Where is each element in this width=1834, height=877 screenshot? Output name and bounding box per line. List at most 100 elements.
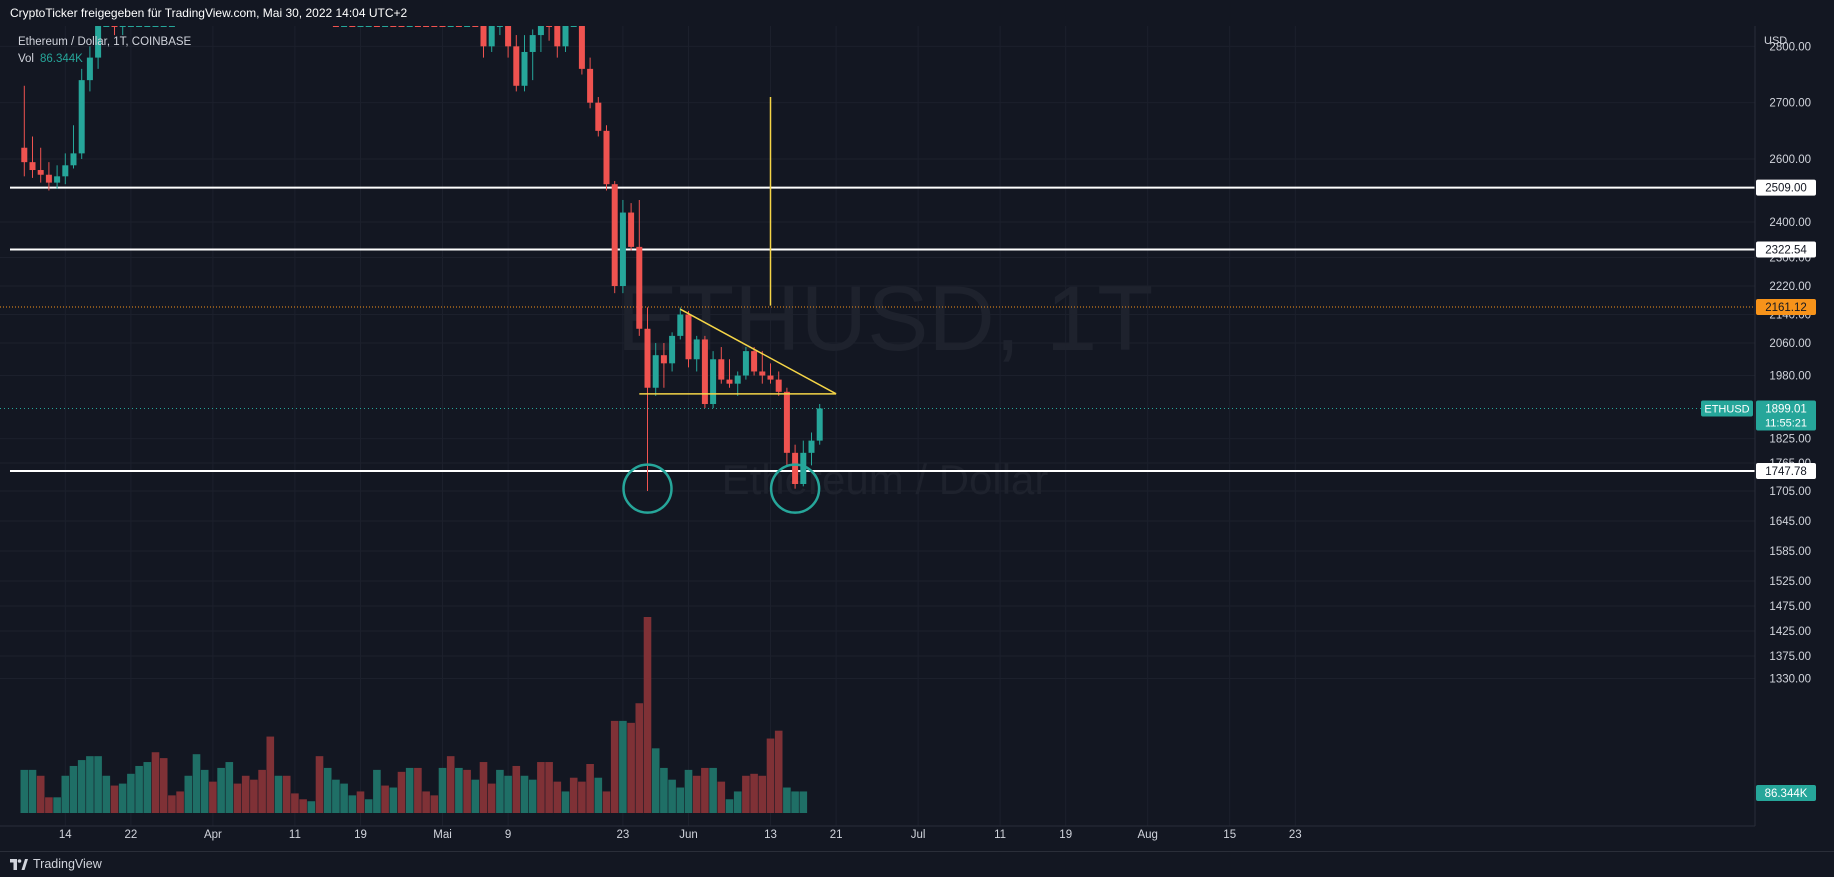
candle[interactable] [726,359,733,388]
price-tick-label: 1330.00 [1769,674,1811,686]
price-chart[interactable]: ETHUSD, 1T Ethereum / Dollar USD 3000.00… [0,0,1834,851]
volume-bar [405,767,414,813]
volume-bar [446,756,455,813]
candle[interactable] [513,35,520,92]
candle[interactable] [111,26,118,36]
volume-bar [233,783,242,813]
candle[interactable] [652,343,659,396]
candle[interactable] [734,371,741,396]
candle[interactable] [759,351,766,384]
candle[interactable] [775,371,782,396]
volume-bar [184,775,193,813]
footer-brand[interactable]: TradingView [0,851,1834,877]
candle[interactable] [783,387,790,466]
candle[interactable] [751,347,758,376]
candle[interactable] [710,351,717,409]
double-bottom-circle[interactable] [769,463,821,514]
price-tick-label: 2400.00 [1769,217,1811,229]
candle[interactable] [644,307,651,491]
candle[interactable] [505,26,512,58]
candle[interactable] [669,332,676,372]
volume-badge-label: 86.344K [1765,788,1808,800]
time-tick-label: 13 [764,829,777,841]
volume-bar [504,775,512,813]
volume-bar [766,738,775,813]
candle[interactable] [701,335,708,409]
volume-bar [487,783,496,813]
volume-bar [627,722,635,813]
candle[interactable] [537,26,544,52]
candle[interactable] [480,26,487,58]
volume-bar [635,703,644,813]
candle[interactable] [529,29,536,81]
symbol-badge [1701,400,1753,417]
candle[interactable] [677,307,684,340]
price-tick-label: 1645.00 [1769,516,1811,528]
volume-bar [471,779,480,813]
volume-bar [553,781,562,813]
candle[interactable] [808,432,815,466]
candle[interactable] [496,26,503,36]
candle[interactable] [29,136,36,178]
candle[interactable] [685,310,692,368]
volume-bar [340,783,348,813]
candle[interactable] [119,26,126,36]
candle[interactable] [578,26,585,75]
price-tick-label: 2060.00 [1769,338,1811,350]
triangle-upper-trendline[interactable] [679,308,837,395]
candle[interactable] [21,85,28,177]
candle[interactable] [45,162,52,191]
candle[interactable] [62,153,69,185]
candle[interactable] [792,444,799,489]
time-tick-label: 15 [1223,829,1236,841]
volume-bar [528,779,537,813]
price-level-label: 2322.54 [1765,245,1807,257]
candle[interactable] [660,343,667,388]
volume-bar [602,791,611,813]
volume-bar [209,781,217,813]
candle[interactable] [37,147,44,183]
candle[interactable] [562,26,569,52]
volume-bar [274,775,283,813]
candle[interactable] [628,203,635,251]
candle[interactable] [619,199,626,294]
candle[interactable] [611,181,618,294]
candle[interactable] [800,440,807,487]
candle[interactable] [78,68,85,159]
candle[interactable] [70,125,77,169]
double-bottom-circle[interactable] [622,463,673,514]
price-tick-label: 2800.00 [1769,41,1811,53]
candle[interactable] [546,26,553,41]
candle[interactable] [521,35,528,92]
volume-bar [315,756,324,813]
time-tick-label: 14 [59,829,72,841]
volume-bar [561,791,570,813]
candle[interactable] [54,165,61,189]
time-tick-label: 9 [505,829,511,841]
time-tick-label: Apr [204,829,222,841]
candle[interactable] [742,347,749,380]
volume-bar [537,762,545,813]
volume-bar [348,795,357,813]
candle[interactable] [816,404,823,445]
candle[interactable] [488,26,495,52]
watermark-name: Ethereum / Dollar [722,456,1049,503]
candle[interactable] [693,335,700,372]
candle[interactable] [587,57,594,109]
candle[interactable] [767,363,774,384]
volume-bar [619,720,627,813]
candle[interactable] [95,26,102,69]
price-tick-label: 1425.00 [1769,626,1811,638]
candle[interactable] [595,97,602,137]
time-tick-label: Jul [911,829,926,841]
volume-bar [356,791,365,813]
volume-bar [77,760,86,813]
candle[interactable] [603,125,610,191]
candle[interactable] [718,347,725,384]
volume-bar [102,775,111,813]
footer-brand-label: TradingView [33,857,102,872]
candle[interactable] [86,46,93,92]
volume-bar [20,769,29,813]
candle[interactable] [554,26,561,58]
candle[interactable] [636,199,643,336]
